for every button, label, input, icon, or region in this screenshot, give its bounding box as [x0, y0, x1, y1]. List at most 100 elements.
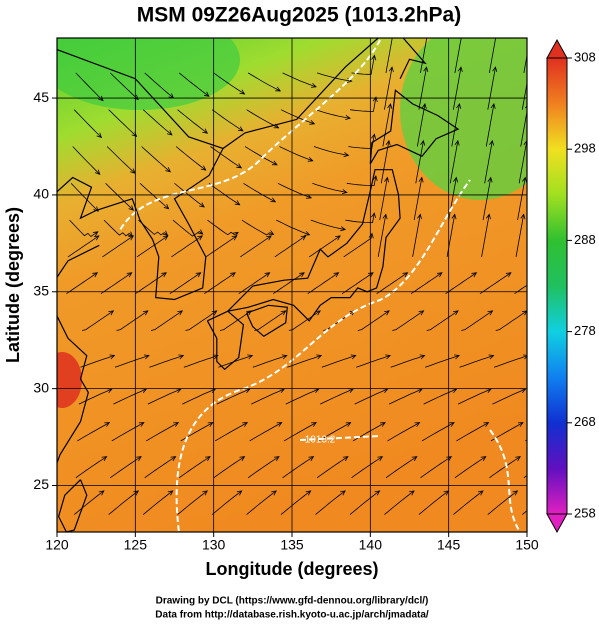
arrowhead — [162, 230, 169, 236]
arrowhead — [515, 456, 521, 462]
colorbar-tick-label: 308 — [574, 49, 596, 64]
streamline — [495, 310, 527, 331]
arrowhead — [421, 103, 427, 109]
streamline — [211, 490, 242, 515]
coastline-segment — [57, 244, 100, 465]
y-tick-label: 45 — [33, 89, 49, 105]
coastline-segment — [399, 38, 427, 79]
streamline — [485, 103, 495, 147]
streamline — [183, 355, 218, 368]
streamline — [412, 214, 421, 257]
streamline — [150, 310, 183, 331]
coastline-segment — [246, 304, 288, 338]
streamline — [449, 140, 459, 184]
arrowhead — [276, 422, 283, 427]
streamline — [135, 272, 167, 295]
streamline — [346, 175, 377, 186]
streamline — [280, 490, 311, 515]
streamline — [108, 490, 139, 515]
footer: Drawing by DCL (https://www.gfd-dennou.o… — [156, 596, 429, 607]
streamline — [246, 109, 279, 129]
arrowhead — [483, 422, 490, 427]
streamline — [312, 182, 347, 193]
arrowhead — [104, 422, 111, 427]
streamline — [423, 388, 457, 405]
x-tick-label: 145 — [437, 537, 461, 553]
arrowhead — [275, 86, 282, 92]
arrowhead — [436, 272, 443, 278]
arrowhead — [387, 103, 393, 109]
arrowhead — [453, 176, 459, 183]
streamline — [316, 72, 352, 82]
arrowhead — [446, 456, 453, 462]
streamline — [274, 235, 306, 258]
streamline — [384, 67, 393, 110]
streamline — [69, 219, 99, 238]
streamline — [240, 235, 272, 258]
arrowhead — [280, 310, 287, 316]
arrowhead — [316, 354, 323, 360]
coastline-segment — [206, 310, 245, 371]
arrowhead — [523, 354, 527, 360]
arrowhead — [492, 66, 498, 73]
streamline — [341, 272, 374, 295]
streamline — [482, 177, 492, 221]
x-tick-label: 135 — [280, 537, 304, 553]
streamlines — [66, 30, 545, 515]
arrowhead — [306, 193, 312, 199]
arrowhead — [93, 235, 100, 241]
arrowhead — [199, 202, 205, 208]
streamline — [448, 177, 457, 221]
streamline — [138, 219, 168, 236]
streamline — [415, 140, 424, 184]
arrowhead — [540, 273, 545, 277]
arrowhead — [98, 490, 105, 496]
streamline — [351, 55, 375, 75]
streamline — [146, 422, 179, 442]
colorbar-tick-label: 268 — [574, 414, 596, 429]
contour-label: 1013.2 — [305, 435, 336, 446]
arrowhead — [453, 310, 459, 316]
arrowhead — [345, 422, 352, 427]
streamline — [247, 456, 280, 479]
arrowhead — [342, 456, 349, 462]
streamline — [390, 355, 425, 368]
streamline — [515, 214, 525, 257]
streamline — [385, 456, 418, 479]
arrowhead — [451, 213, 457, 220]
arrowhead — [98, 95, 104, 102]
arrowhead — [178, 354, 185, 360]
streamline — [73, 109, 102, 138]
streamline — [219, 310, 252, 331]
arrowhead — [177, 310, 184, 316]
streamline — [216, 388, 250, 405]
arrowhead — [343, 152, 350, 158]
streamline — [382, 103, 391, 147]
streamline — [489, 456, 521, 479]
streamline — [177, 490, 208, 515]
streamline — [276, 219, 310, 236]
streamline — [106, 146, 136, 174]
streamline — [453, 490, 484, 515]
arrowhead — [411, 456, 418, 462]
arrowhead — [425, 30, 429, 35]
streamline — [144, 456, 176, 479]
y-tick-label: 40 — [33, 186, 49, 202]
arrowhead — [231, 235, 238, 241]
arrowhead — [388, 66, 394, 73]
streamline — [384, 490, 415, 515]
streamline — [141, 146, 171, 173]
colorbar-tick-label: 278 — [574, 323, 596, 338]
arrowhead — [335, 235, 341, 241]
streamline — [204, 272, 236, 295]
arrowhead — [92, 272, 99, 278]
streamline — [178, 456, 211, 479]
streamline — [321, 355, 356, 368]
arrowhead — [485, 213, 491, 220]
arrowhead — [414, 422, 421, 427]
streamline — [426, 310, 459, 331]
arrowhead — [488, 354, 495, 360]
x-tick-label: 140 — [359, 537, 383, 553]
arrowhead — [494, 30, 498, 35]
